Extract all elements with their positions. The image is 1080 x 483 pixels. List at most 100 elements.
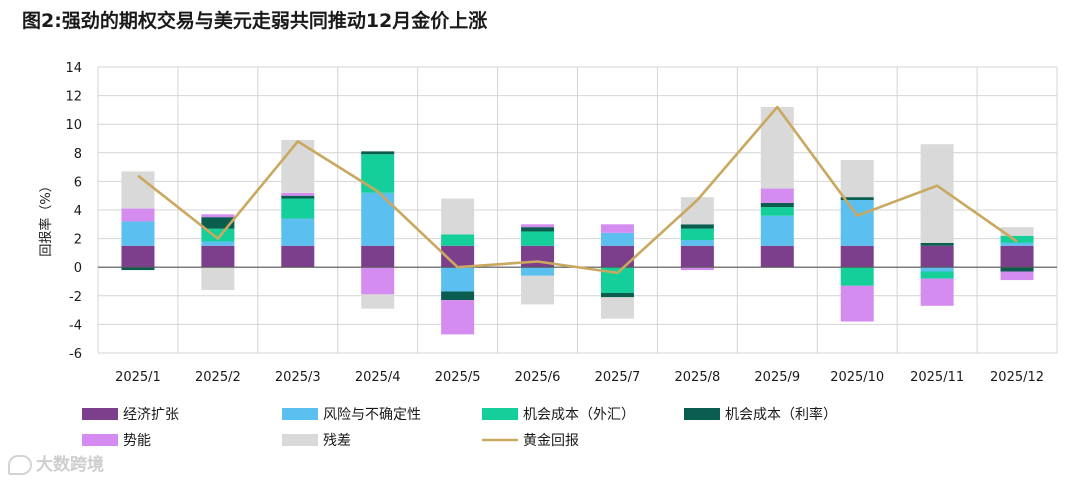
bar-rate-3	[281, 195, 315, 199]
watermark-logo-icon	[8, 455, 32, 475]
bar-fx-10	[840, 267, 874, 286]
bar-residual-12	[1000, 227, 1034, 236]
bar-fx-5	[441, 234, 475, 246]
bar-momentum-8	[680, 267, 714, 271]
bar-econ-3	[281, 245, 315, 268]
bar-risk-1	[121, 221, 155, 246]
x-tick-label: 2025/6	[515, 370, 561, 385]
bar-risk-10	[840, 199, 874, 246]
x-tick-label: 2025/1	[115, 370, 161, 385]
bar-momentum-3	[281, 192, 315, 196]
legend-label-econ: 经济扩张	[123, 407, 179, 423]
x-tick-label: 2025/11	[910, 370, 964, 385]
axis-layer: -6 -4 -2 0 2 4 6 8 10 12 14 2025/1 2025/2 2025/3 2025/…	[65, 61, 1057, 385]
bar-fx-8	[680, 228, 714, 241]
x-tick-label: 2025/2	[195, 370, 241, 385]
legend-layer: 经济扩张 风险与不确定性 机会成本（外汇） 机会成本（利率） 势能 残差 黄金回报	[82, 406, 837, 449]
x-tick-label: 2025/12	[990, 370, 1044, 385]
bar-momentum-4	[361, 267, 395, 295]
bar-rate-8	[680, 224, 714, 229]
y-tick-label: 14	[65, 61, 82, 76]
bar-econ-2	[201, 245, 235, 268]
bar-risk-6	[521, 267, 555, 276]
legend-label-risk: 风险与不确定性	[323, 407, 421, 423]
bar-rate-10	[840, 197, 874, 200]
legend-label-gold-return: 黄金回报	[523, 432, 579, 449]
bar-momentum-7	[600, 224, 634, 233]
bar-rate-5	[441, 291, 475, 301]
bar-fx-4	[361, 154, 395, 193]
bar-momentum-10	[840, 285, 874, 322]
bar-econ-4	[361, 245, 395, 268]
bar-rate-1	[121, 267, 155, 271]
x-tick-label: 2025/8	[675, 370, 721, 385]
bar-residual-7	[600, 297, 634, 319]
bar-risk-5	[441, 267, 475, 292]
bar-residual-5	[441, 198, 475, 235]
bar-momentum-9	[760, 188, 794, 203]
bar-momentum-11	[920, 278, 954, 306]
y-tick-label: 4	[74, 204, 82, 219]
bar-rate-9	[760, 202, 794, 208]
bar-rate-7	[600, 292, 634, 298]
line-layer	[137, 105, 1018, 275]
bar-residual-2	[201, 267, 235, 291]
bar-econ-5	[441, 245, 475, 268]
bar-momentum-5	[441, 300, 475, 335]
legend-label-momentum: 势能	[123, 433, 151, 449]
bar-risk-8	[680, 240, 714, 246]
y-tick-label: 2	[74, 233, 82, 248]
legend-swatch-residual	[282, 434, 318, 446]
legend-swatch-rate	[684, 408, 720, 420]
legend-label-residual: 残差	[323, 433, 351, 449]
bar-risk-7	[600, 232, 634, 246]
legend-swatch-risk	[282, 408, 318, 420]
bar-fx-9	[760, 207, 794, 216]
bar-econ-7	[600, 245, 634, 268]
bar-fx-12	[1000, 235, 1034, 243]
bar-fx-11	[920, 271, 954, 279]
bar-rate-6	[521, 227, 555, 232]
bar-layer	[121, 107, 1034, 335]
bar-econ-11	[920, 245, 954, 268]
x-tick-label: 2025/3	[275, 370, 321, 385]
bar-residual-10	[840, 159, 874, 198]
bar-econ-10	[840, 245, 874, 268]
bar-risk-2	[201, 241, 235, 246]
bar-momentum-6	[521, 224, 555, 228]
bar-rate-2	[201, 217, 235, 229]
legend-label-rate: 机会成本（利率）	[725, 406, 837, 423]
bar-econ-9	[760, 245, 794, 268]
y-tick-label: 10	[65, 118, 82, 133]
series-line-gold-return	[137, 105, 1018, 275]
watermark: 大数跨境	[8, 450, 104, 475]
y-tick-label: -4	[69, 318, 82, 333]
chart-title: 图2:强劲的期权交易与美元走弱共同推动12月金价上涨	[22, 10, 488, 32]
bar-risk-11	[920, 267, 954, 272]
legend-swatch-econ	[82, 408, 118, 420]
x-tick-label: 2025/10	[830, 370, 884, 385]
bar-risk-12	[1000, 242, 1034, 246]
y-tick-label: -2	[69, 290, 82, 305]
y-tick-label: 0	[74, 261, 82, 276]
bar-momentum-1	[121, 208, 155, 222]
bar-momentum-12	[1000, 271, 1034, 281]
x-tick-label: 2025/9	[754, 370, 800, 385]
bar-residual-6	[521, 275, 555, 305]
bar-residual-4	[361, 294, 395, 309]
bar-rate-12	[1000, 267, 1034, 272]
bar-rate-4	[361, 151, 395, 155]
x-tick-label: 2025/5	[435, 370, 481, 385]
bar-residual-1	[121, 171, 155, 209]
bar-fx-6	[521, 231, 555, 246]
bar-econ-8	[680, 245, 714, 268]
bar-risk-9	[760, 215, 794, 246]
bar-rate-11	[920, 242, 954, 246]
x-tick-label: 2025/4	[355, 370, 401, 385]
watermark-text: 大数跨境	[36, 455, 104, 475]
bar-fx-3	[281, 198, 315, 219]
legend-swatch-momentum	[82, 434, 118, 446]
y-tick-label: 12	[65, 90, 82, 105]
bar-momentum-2	[201, 214, 235, 218]
